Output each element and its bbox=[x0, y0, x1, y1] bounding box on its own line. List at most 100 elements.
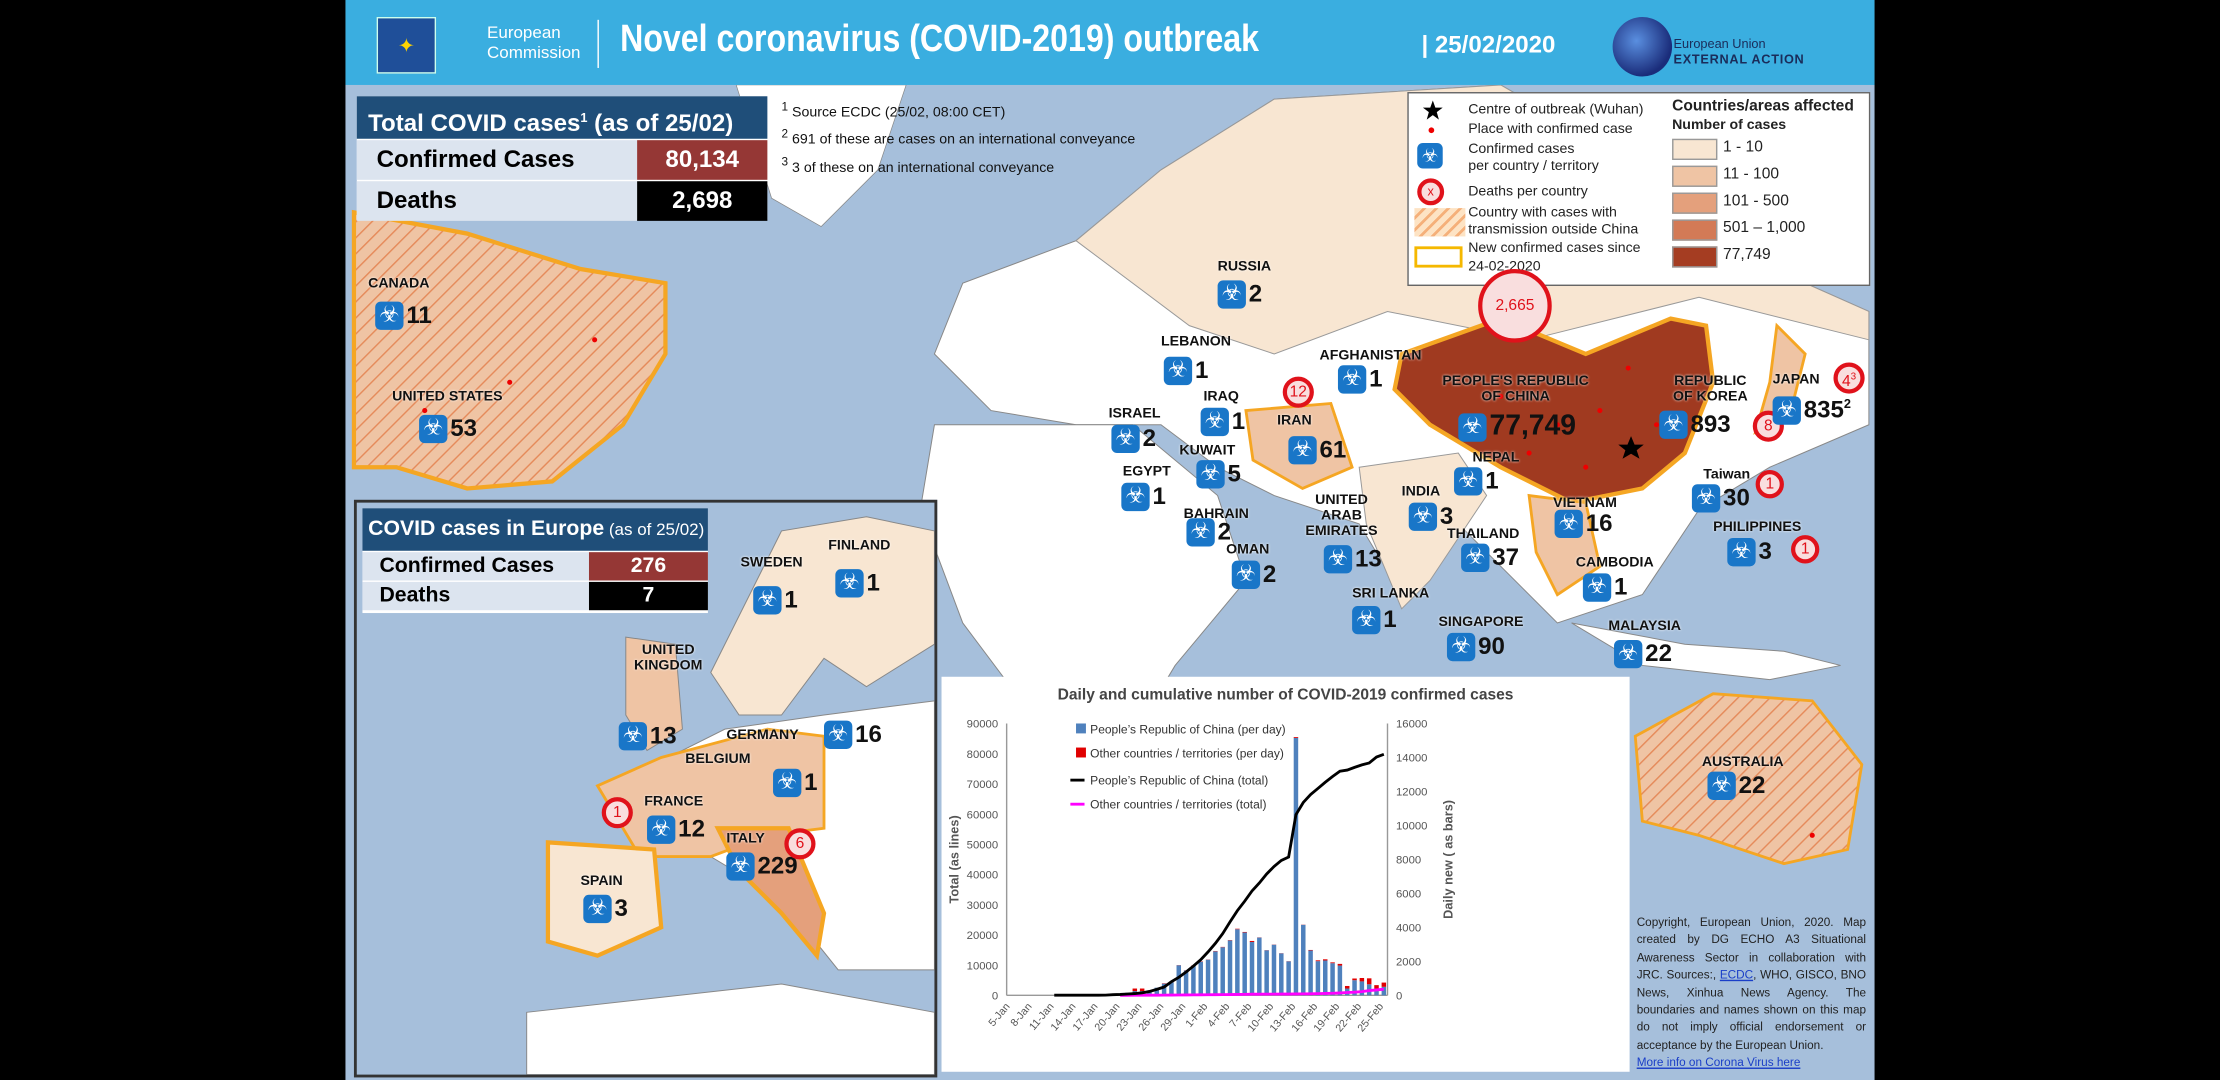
case-count-iraq[interactable]: ☣ 1 bbox=[1200, 407, 1246, 437]
case-number: 2 bbox=[1263, 561, 1276, 589]
bar-china-daily bbox=[1359, 981, 1365, 996]
case-value: 1 bbox=[1231, 407, 1246, 435]
copyright-text-2: , WHO, GISCO, BNO News, Xinhua News Agen… bbox=[1636, 967, 1867, 1052]
case-count-afghanistan[interactable]: ☣ 1 bbox=[1337, 365, 1383, 394]
footnote: 3 3 of these on an international conveya… bbox=[782, 151, 1136, 178]
case-count-bahrain[interactable]: ☣ 2 bbox=[1186, 518, 1231, 547]
x-tick: 1-Feb bbox=[1183, 1001, 1210, 1030]
case-count-people-s-republic-of-china[interactable]: ☣ 77,749 bbox=[1458, 411, 1576, 444]
case-count-germany[interactable]: ☣ 16 bbox=[824, 720, 882, 749]
death-count-republic-of-korea[interactable]: 8 bbox=[1752, 410, 1784, 442]
biohazard-icon: ☣ bbox=[824, 720, 853, 749]
y-tick-right: 6000 bbox=[1396, 889, 1421, 901]
y-tick-left: 30000 bbox=[967, 900, 998, 912]
country-label-singapore: SINGAPORE bbox=[1438, 614, 1524, 631]
bar-other-daily bbox=[1242, 931, 1247, 933]
hatch-swatch-icon bbox=[1414, 208, 1466, 237]
bar-other-daily bbox=[1366, 978, 1372, 985]
case-count-israel[interactable]: ☣ 2 bbox=[1111, 424, 1156, 454]
case-count-sri-lanka[interactable]: ☣ 1 bbox=[1352, 605, 1397, 635]
biohazard-icon: ☣ bbox=[375, 301, 404, 330]
death-count-iran[interactable]: 12 bbox=[1282, 376, 1314, 408]
case-count-canada[interactable]: ☣ 11 bbox=[375, 301, 432, 330]
case-count-kuwait[interactable]: ☣ 5 bbox=[1196, 460, 1241, 489]
case-count-oman[interactable]: ☣ 2 bbox=[1231, 560, 1276, 589]
case-count-thailand[interactable]: ☣ 37 bbox=[1461, 543, 1519, 572]
case-count-egypt[interactable]: ☣ 1 bbox=[1121, 482, 1166, 512]
ecdc-link[interactable]: ECDC bbox=[1719, 967, 1754, 982]
case-sup: 2 bbox=[1843, 396, 1852, 412]
case-count-cambodia[interactable]: ☣ 1 bbox=[1582, 573, 1627, 602]
y-tick-right: 4000 bbox=[1396, 923, 1421, 935]
y-tick-left: 60000 bbox=[967, 809, 998, 821]
y-tick-left: 40000 bbox=[967, 870, 998, 882]
legend-class-label: 501 – 1,000 bbox=[1723, 219, 1806, 237]
bar-china-daily bbox=[1227, 940, 1233, 996]
case-count-nepal[interactable]: ☣ 1 bbox=[1454, 467, 1499, 496]
biohazard-icon: ☣ bbox=[583, 894, 612, 924]
deaths-value: 2,698 bbox=[637, 181, 768, 221]
europe-title-suffix: (as of 25/02) bbox=[604, 519, 705, 540]
case-count-republic-of-korea[interactable]: ☣ 893 bbox=[1659, 410, 1731, 439]
death-count-japan[interactable]: 43 bbox=[1833, 362, 1865, 394]
death-value: 8 bbox=[1764, 417, 1773, 435]
case-count-india[interactable]: ☣ 3 bbox=[1408, 502, 1453, 531]
case-value: 893 bbox=[1690, 410, 1731, 438]
case-count-italy[interactable]: ☣ 229 bbox=[726, 852, 798, 881]
case-number: 2 bbox=[1249, 280, 1262, 308]
death-value: 1 bbox=[1765, 475, 1775, 493]
country-label-united-arab-emirates: UNITED ARAB EMIRATES bbox=[1305, 492, 1378, 540]
case-value: 2 bbox=[1142, 424, 1156, 452]
footnote: 2 691 of these are cases on an internati… bbox=[782, 124, 1136, 151]
case-count-united-kingdom[interactable]: ☣ 13 bbox=[618, 722, 677, 751]
case-count-spain[interactable]: ☣ 3 bbox=[583, 894, 628, 924]
death-count-italy[interactable]: 6 bbox=[784, 828, 816, 860]
dot-icon bbox=[1428, 127, 1435, 134]
case-count-australia[interactable]: ☣ 22 bbox=[1707, 771, 1765, 800]
bar-other-daily bbox=[1344, 985, 1350, 989]
case-count-france[interactable]: ☣ 12 bbox=[647, 815, 705, 844]
biohazard-icon: ☣ bbox=[1727, 538, 1756, 567]
death-count-france[interactable]: 1 bbox=[601, 797, 633, 829]
y-tick-left: 10000 bbox=[967, 960, 998, 972]
case-count-taiwan[interactable]: ☣ 30 bbox=[1691, 484, 1750, 513]
case-count-united-states[interactable]: ☣ 53 bbox=[419, 414, 477, 444]
y-tick-right: 16000 bbox=[1396, 719, 1427, 731]
case-count-united-arab-emirates[interactable]: ☣ 13 bbox=[1323, 545, 1382, 574]
case-count-belgium[interactable]: ☣ 1 bbox=[773, 768, 818, 798]
bar-other-daily bbox=[1249, 940, 1255, 942]
case-number: 2 bbox=[1218, 518, 1231, 546]
case-number: 8352 bbox=[1804, 396, 1851, 424]
biohazard-icon: ☣ bbox=[1454, 467, 1483, 496]
death-count-people-s-republic-of-china[interactable]: 2,665 bbox=[1478, 269, 1552, 343]
case-count-finland[interactable]: ☣ 1 bbox=[835, 569, 880, 598]
y-tick-right: 10000 bbox=[1396, 821, 1427, 833]
legend-title: Countries/areas affected bbox=[1672, 97, 1854, 115]
legend-new-cases-1: New confirmed cases since bbox=[1468, 240, 1641, 257]
case-count-iran[interactable]: ☣ 61 bbox=[1288, 436, 1346, 465]
y-tick-right: 8000 bbox=[1396, 855, 1421, 867]
death-count-philippines[interactable]: 1 bbox=[1791, 535, 1820, 564]
biohazard-icon: ☣ bbox=[753, 586, 782, 615]
death-count-taiwan[interactable]: 1 bbox=[1755, 470, 1784, 499]
case-count-sweden[interactable]: ☣ 1 bbox=[753, 586, 798, 615]
europe-cases-panel: COVID cases in Europe (as of 25/02) Conf… bbox=[362, 508, 708, 614]
case-count-russia[interactable]: ☣ 2 bbox=[1217, 280, 1262, 309]
y-tick-right: 12000 bbox=[1396, 787, 1427, 799]
more-info-link[interactable]: More info on Corona Virus here bbox=[1636, 1055, 1801, 1070]
case-count-philippines[interactable]: ☣ 3 bbox=[1727, 538, 1772, 567]
country-label-united-kingdom: UNITED KINGDOM bbox=[634, 642, 703, 674]
case-count-vietnam[interactable]: ☣ 16 bbox=[1554, 509, 1613, 539]
case-number: 22 bbox=[1645, 640, 1672, 668]
bar-other-daily bbox=[1359, 977, 1365, 982]
y-label-left: Total (as lines) bbox=[947, 815, 962, 903]
europe-confirmed-value: 276 bbox=[588, 552, 708, 581]
case-count-singapore[interactable]: ☣ 90 bbox=[1446, 632, 1505, 662]
case-count-japan[interactable]: ☣ 8352 bbox=[1772, 396, 1851, 425]
divider bbox=[597, 19, 599, 68]
case-count-malaysia[interactable]: ☣ 22 bbox=[1614, 639, 1672, 669]
legend-class-label: 77,749 bbox=[1723, 246, 1771, 264]
country-label-japan: JAPAN bbox=[1772, 372, 1820, 388]
eeas-logo-icon bbox=[1612, 16, 1673, 77]
case-count-lebanon[interactable]: ☣ 1 bbox=[1163, 356, 1208, 386]
